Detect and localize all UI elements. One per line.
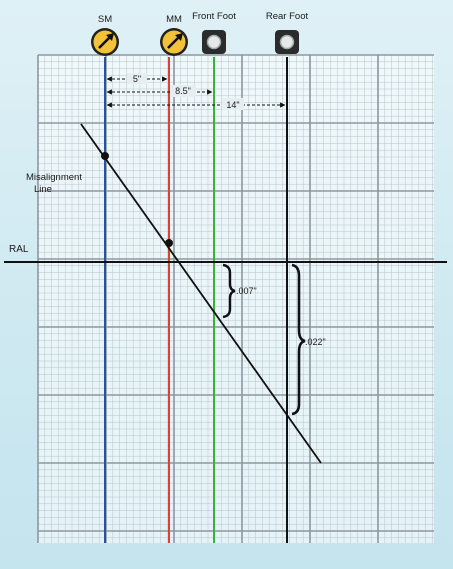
- mm-label: MM: [166, 14, 182, 25]
- rear-foot-offset-brace: [291, 263, 306, 416]
- mm-reading-point: [165, 239, 173, 247]
- ral-label: RAL: [9, 244, 29, 255]
- dimension-sm-to-mm: 5": [106, 73, 168, 84]
- sm-reading-point: [101, 152, 109, 160]
- rear-foot-offset-label: .022": [305, 337, 326, 347]
- front-foot-label: Front Foot: [192, 11, 236, 22]
- rear-foot-label: Rear Foot: [266, 11, 309, 22]
- front-foot-offset-label: .007": [236, 286, 257, 296]
- front-foot-bolt-icon: [202, 30, 226, 54]
- dimension-sm-to-rear-foot: 14": [106, 98, 286, 110]
- misalignment-line: [80, 123, 322, 464]
- dimension-sm-to-front-foot: 8.5": [106, 85, 213, 97]
- misalignment-line-label-line1: Misalignment: [26, 172, 82, 183]
- sm-label: SM: [98, 14, 112, 25]
- dimension-sm-to-rear-foot-label: 14": [226, 100, 239, 110]
- dimension-sm-to-front-foot-label: 8.5": [175, 86, 191, 96]
- misalignment-line-label-line2: Line: [34, 184, 52, 195]
- sm-dial-indicator-icon: [91, 28, 119, 56]
- front-foot-offset-brace: [222, 263, 236, 319]
- mm-dial-indicator-icon: [160, 28, 188, 56]
- dimension-sm-to-mm-label: 5": [133, 74, 141, 84]
- rear-foot-bolt-icon: [275, 30, 299, 54]
